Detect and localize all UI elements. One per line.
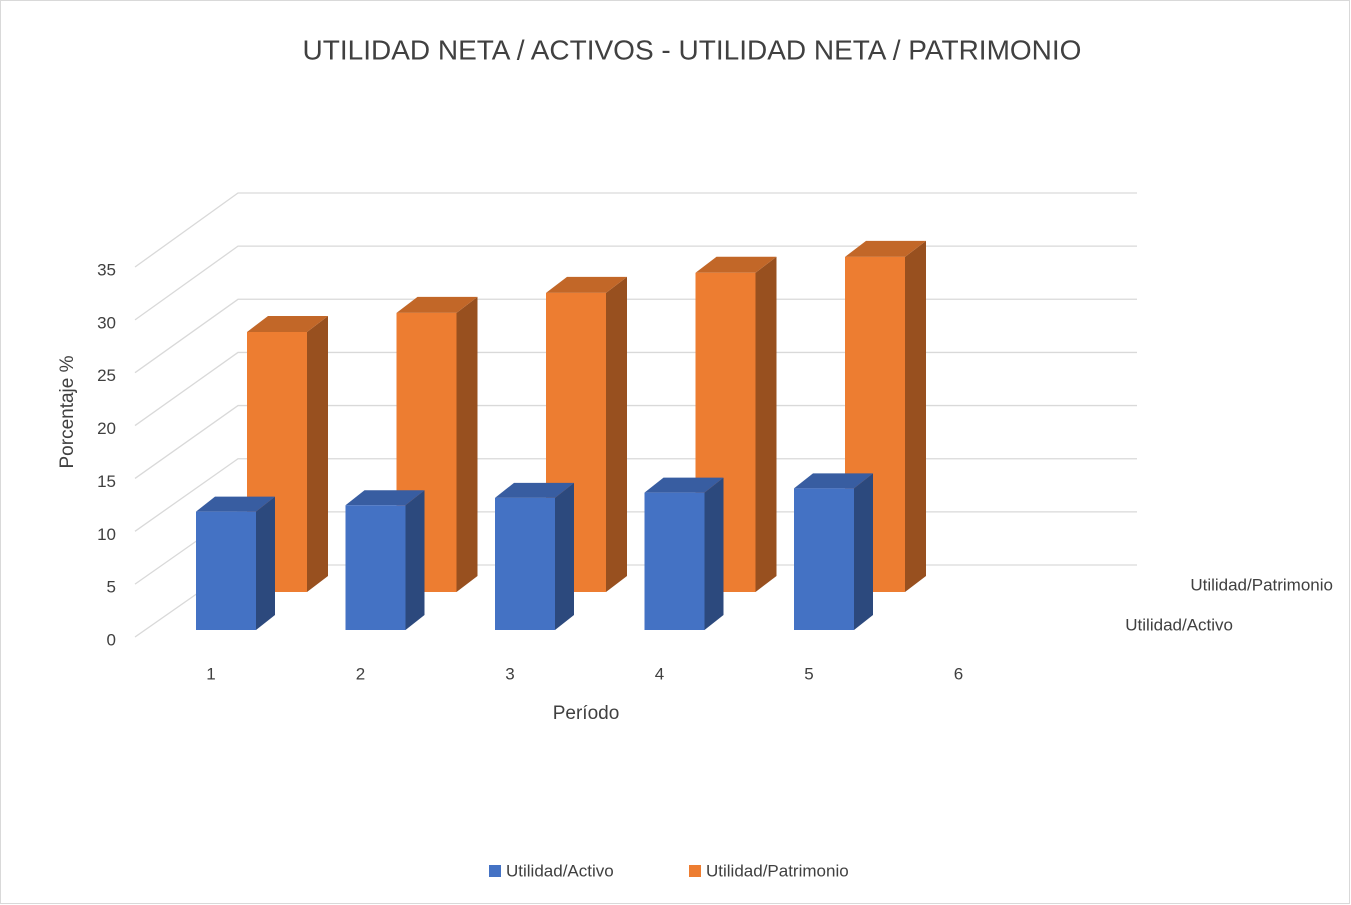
y-tick-label: 20 — [97, 419, 116, 438]
y-tick-label: 15 — [97, 472, 116, 491]
chart-title: UTILIDAD NETA / ACTIVOS - UTILIDAD NETA … — [303, 34, 1082, 65]
bar-top — [794, 473, 873, 489]
y-axis-title: Porcentaje % — [57, 355, 78, 468]
bar — [644, 477, 724, 630]
legend-swatch — [689, 865, 701, 877]
bar-front — [794, 488, 854, 630]
bar — [495, 482, 574, 630]
bar-top — [845, 240, 926, 257]
bar — [345, 490, 425, 630]
x-tick-label: 5 — [804, 664, 813, 683]
x-tick-label: 3 — [505, 664, 514, 683]
bar-side — [307, 315, 328, 592]
bar-side — [256, 496, 275, 630]
x-tick-label: 1 — [206, 664, 215, 683]
bar-top — [247, 315, 328, 332]
bar-top — [196, 496, 275, 512]
grid-line — [134, 192, 1137, 268]
bar-top — [396, 296, 478, 313]
legend-label: Utilidad/Activo — [506, 861, 614, 880]
bar-side — [555, 482, 574, 630]
x-tick-label: 4 — [655, 664, 664, 683]
bar-front — [345, 505, 406, 630]
y-tick-label: 25 — [97, 366, 116, 385]
bar-top — [695, 256, 777, 273]
bar-side — [704, 477, 724, 630]
grid-line — [134, 245, 1137, 321]
bar-front — [196, 511, 256, 630]
bar-top — [495, 482, 574, 498]
x-axis-title: Período — [553, 703, 620, 724]
y-tick-label: 0 — [107, 630, 116, 649]
y-tick-label: 10 — [97, 525, 116, 544]
depth-label: Utilidad/Activo — [1125, 615, 1233, 634]
bar-side — [905, 240, 926, 592]
bar-top — [345, 490, 425, 506]
grid-line — [134, 298, 1137, 374]
bar-side — [456, 296, 478, 592]
legend-swatch — [489, 865, 501, 877]
legend-label: Utilidad/Patrimonio — [706, 861, 849, 880]
grid-line — [134, 404, 1137, 479]
y-tick-label: 30 — [97, 313, 116, 332]
y-tick-label: 35 — [97, 260, 116, 279]
y-tick-label: 5 — [107, 578, 116, 597]
bar — [794, 473, 873, 630]
bar-side — [405, 490, 425, 630]
bar-top — [644, 477, 724, 493]
depth-label: Utilidad/Patrimonio — [1190, 575, 1333, 594]
x-tick-label: 2 — [356, 664, 365, 683]
bar-side — [606, 276, 627, 592]
bar — [196, 496, 275, 630]
bar-top — [546, 276, 627, 293]
bar-side — [854, 473, 873, 630]
grid-line — [134, 458, 1137, 532]
x-tick-label: 6 — [954, 664, 963, 683]
bar-side — [755, 256, 777, 592]
bar-front — [644, 492, 705, 630]
grid-line — [134, 351, 1137, 427]
bar-front — [495, 497, 555, 630]
